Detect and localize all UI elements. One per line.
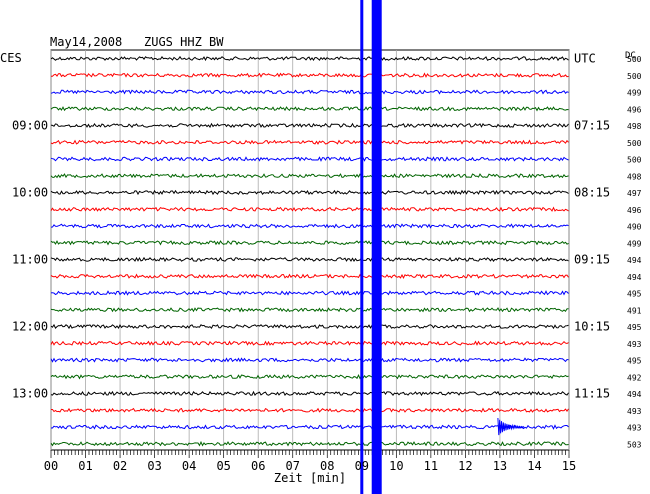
seismogram-trace bbox=[50, 323, 569, 330]
left-hour-label: 09:00 bbox=[12, 119, 48, 133]
dc-offset-label: 491 bbox=[627, 306, 642, 315]
seismogram-trace bbox=[50, 307, 569, 313]
dc-offset-label: 494 bbox=[627, 390, 642, 399]
grid bbox=[50, 49, 570, 458]
plot-frame bbox=[50, 49, 570, 451]
left-hour-label: 10:00 bbox=[12, 186, 48, 200]
dc-offset-label: 498 bbox=[627, 122, 642, 131]
x-tick-label: 12 bbox=[458, 459, 472, 473]
seismogram-trace bbox=[50, 206, 569, 212]
x-tick-label: 03 bbox=[147, 459, 161, 473]
dc-offset-label: 498 bbox=[627, 172, 642, 181]
seismogram-trace bbox=[51, 407, 569, 413]
left-timezone-label: CES bbox=[0, 51, 22, 65]
seismogram-trace bbox=[50, 89, 569, 95]
dc-offset-label: 499 bbox=[627, 89, 642, 98]
dc-offset-label: 494 bbox=[627, 256, 642, 265]
seismogram-trace bbox=[50, 156, 569, 162]
seismogram-trace bbox=[50, 106, 569, 112]
x-tick-label: 10 bbox=[389, 459, 403, 473]
dc-offset-label: 495 bbox=[627, 357, 642, 366]
seismogram-trace bbox=[50, 290, 569, 296]
seismogram-trace bbox=[50, 340, 569, 346]
seismogram-trace bbox=[50, 122, 569, 129]
seismogram-trace bbox=[50, 374, 569, 380]
seismogram-trace bbox=[50, 223, 569, 229]
seismogram-trace bbox=[50, 240, 569, 246]
event-markers bbox=[360, 0, 382, 494]
seismogram-trace bbox=[51, 424, 569, 430]
x-tick-label: 04 bbox=[182, 459, 196, 473]
right-hour-label: 07:15 bbox=[574, 119, 610, 133]
x-tick-label: 09 bbox=[355, 459, 369, 473]
seismogram-trace bbox=[51, 72, 569, 78]
x-tick-label: 11 bbox=[424, 459, 438, 473]
x-axis-label: Zeit [min] bbox=[274, 471, 346, 485]
trace-group bbox=[50, 55, 569, 447]
x-tick-label: 07 bbox=[286, 459, 300, 473]
right-hour-label: 08:15 bbox=[574, 186, 610, 200]
dc-offset-label: 494 bbox=[627, 273, 642, 282]
left-hour-label: 12:00 bbox=[12, 320, 48, 334]
seismogram-trace bbox=[50, 390, 569, 397]
station-label: ZUGS HHZ BW bbox=[144, 35, 224, 49]
dc-offset-label: 500 bbox=[627, 139, 642, 148]
right-hour-label: 10:15 bbox=[574, 320, 610, 334]
event-line-p bbox=[360, 0, 364, 494]
right-hour-label: UTC bbox=[574, 52, 596, 66]
seismogram-trace bbox=[50, 440, 569, 447]
dc-offset-label: 503 bbox=[627, 440, 642, 449]
seismogram-trace bbox=[50, 273, 569, 280]
right-hour-label: 09:15 bbox=[574, 253, 610, 267]
x-tick-label: 01 bbox=[78, 459, 92, 473]
x-tick-label: 06 bbox=[251, 459, 265, 473]
x-tick-label: 08 bbox=[320, 459, 334, 473]
dc-offset-label: 496 bbox=[627, 206, 642, 215]
x-tick-label: 02 bbox=[113, 459, 127, 473]
dc-offset-label: 495 bbox=[627, 323, 642, 332]
seismogram-trace bbox=[50, 55, 569, 62]
dc-label: DC bbox=[625, 51, 636, 61]
x-tick-label: 00 bbox=[44, 459, 58, 473]
seismogram-trace bbox=[50, 189, 569, 196]
x-tick-label: 14 bbox=[527, 459, 541, 473]
seismogram-trace bbox=[50, 139, 569, 145]
seismogram-trace bbox=[50, 357, 569, 363]
dc-offset-label: 500 bbox=[627, 55, 642, 64]
dc-offset-label: 499 bbox=[627, 239, 642, 248]
dc-offset-label: 493 bbox=[627, 424, 642, 433]
dc-offset-label: 493 bbox=[627, 340, 642, 349]
dc-offset-label: 493 bbox=[627, 407, 642, 416]
dc-offset-label: 500 bbox=[627, 156, 642, 165]
label-group: May14,2008 ZUGS HHZ BW CES DC Zeit [min]… bbox=[0, 35, 642, 485]
left-hour-label: 11:00 bbox=[12, 253, 48, 267]
dc-offset-label: 496 bbox=[627, 105, 642, 114]
date-label: May14,2008 bbox=[50, 35, 122, 49]
dc-offset-label: 500 bbox=[627, 72, 642, 81]
x-tick-label: 13 bbox=[493, 459, 507, 473]
event-line-s bbox=[371, 0, 382, 494]
right-hour-label: 11:15 bbox=[574, 387, 610, 401]
seismogram-trace bbox=[50, 173, 569, 179]
x-tick-label: 05 bbox=[216, 459, 230, 473]
dc-offset-label: 490 bbox=[627, 223, 642, 232]
dc-offset-label: 492 bbox=[627, 373, 642, 382]
left-hour-label: 13:00 bbox=[12, 387, 48, 401]
dc-offset-label: 495 bbox=[627, 290, 642, 299]
event-signal bbox=[497, 417, 525, 436]
seismogram-trace bbox=[50, 256, 569, 263]
x-tick-label: 15 bbox=[562, 459, 576, 473]
dc-offset-label: 497 bbox=[627, 189, 642, 198]
